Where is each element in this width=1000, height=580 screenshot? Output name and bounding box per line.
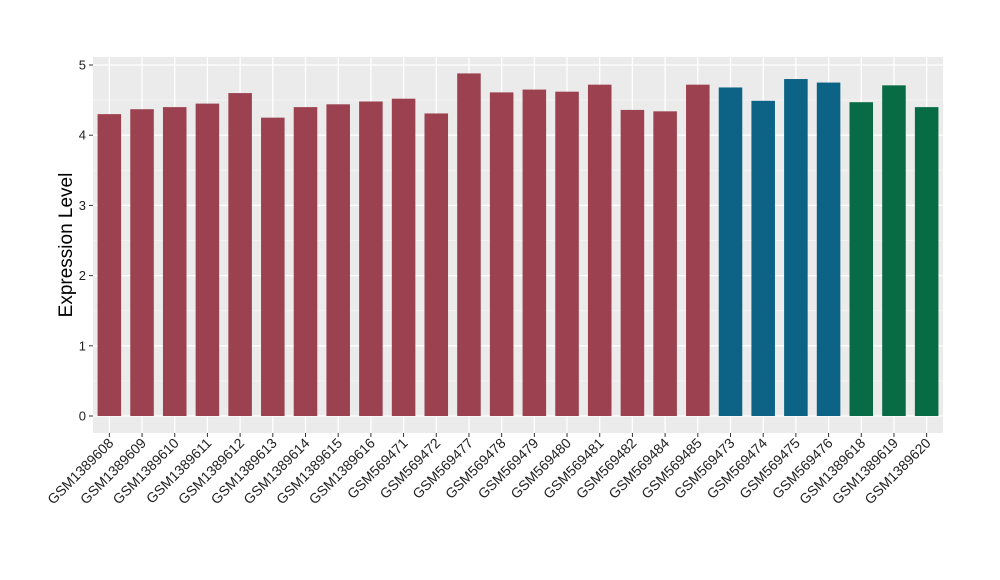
bar-GSM569479 — [522, 89, 547, 416]
bar-GSM569473 — [718, 87, 743, 417]
bar-GSM569474 — [751, 100, 775, 417]
y-tick-label: 4 — [79, 128, 86, 143]
bar-GSM569472 — [424, 113, 449, 416]
bar-GSM569480 — [555, 91, 579, 417]
x-axis: GSM1389608GSM1389609GSM1389610GSM1389611… — [44, 433, 934, 507]
plot-panel — [93, 57, 943, 433]
bars — [97, 73, 939, 417]
bar-GSM1389612 — [228, 93, 252, 416]
bar-GSM569478 — [489, 92, 514, 416]
bar-GSM1389614 — [293, 107, 318, 417]
y-axis: 0 1 2 3 4 5 — [79, 58, 93, 424]
bar-GSM1389611 — [195, 103, 220, 417]
bar-GSM569475 — [784, 79, 808, 416]
bar-GSM569485 — [686, 84, 710, 416]
y-axis-title: Expression Level — [56, 173, 77, 318]
bar-GSM569477 — [457, 73, 481, 417]
y-tick-label: 0 — [79, 409, 86, 424]
bar-GSM1389620 — [914, 107, 939, 417]
bar-GSM1389615 — [326, 104, 350, 416]
y-tick-label: 3 — [79, 198, 86, 213]
bar-GSM1389619 — [882, 85, 906, 417]
bar-GSM569482 — [620, 109, 645, 417]
bar-GSM569481 — [587, 84, 612, 416]
bar-GSM1389610 — [162, 107, 187, 417]
bar-GSM569476 — [816, 82, 841, 417]
bar-GSM569471 — [391, 98, 416, 416]
y-tick-label: 2 — [79, 268, 86, 283]
bar-GSM1389609 — [130, 109, 154, 416]
bar-GSM1389608 — [97, 114, 122, 416]
bar-GSM1389616 — [359, 101, 383, 416]
bar-GSM569484 — [653, 111, 677, 416]
bar-GSM1389613 — [261, 117, 285, 417]
y-tick-label: 1 — [79, 338, 86, 353]
y-tick-label: 5 — [79, 58, 86, 73]
bar-GSM1389618 — [849, 102, 874, 417]
